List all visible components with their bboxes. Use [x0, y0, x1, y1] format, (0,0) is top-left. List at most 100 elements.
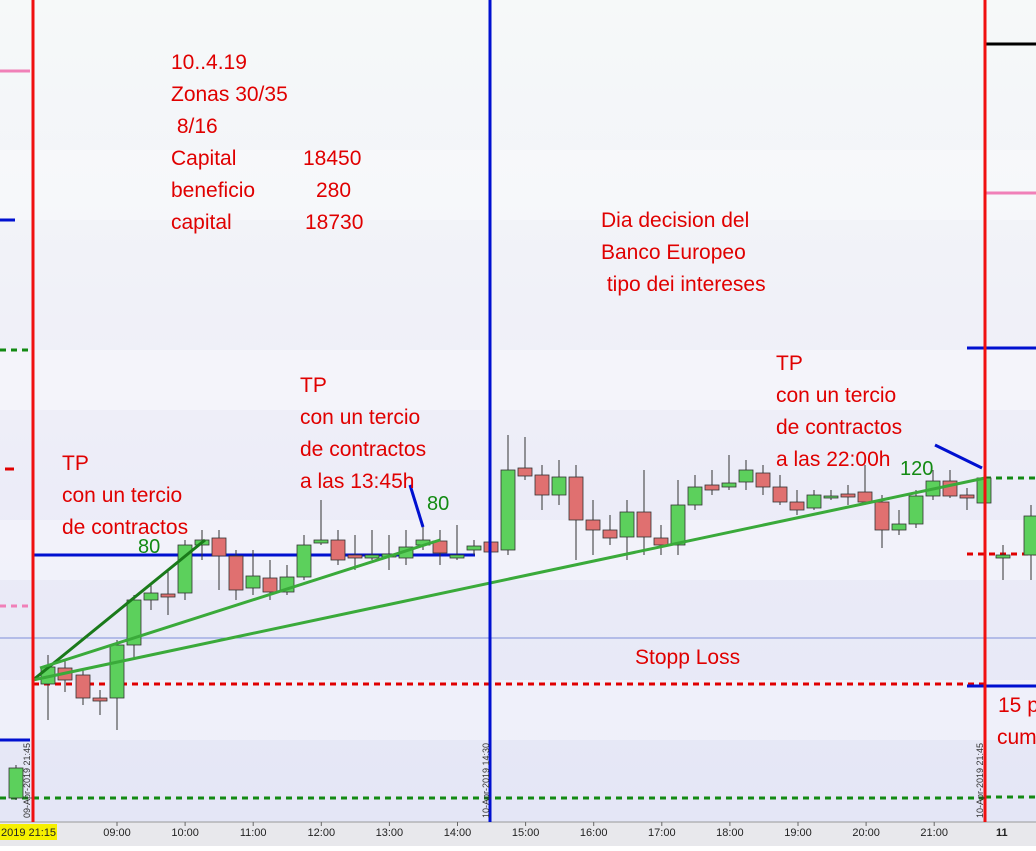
tp-note: TP con un tercio de contractos	[62, 452, 188, 539]
note: 10..4.19	[171, 51, 247, 74]
note: de contractos	[62, 516, 188, 539]
bands	[0, 150, 1036, 740]
candle-body	[262, 577, 278, 593]
candle-body	[755, 472, 771, 488]
candle-body	[92, 697, 108, 702]
x-tick-label: 15:00	[512, 827, 540, 839]
profit-label: 120	[900, 458, 933, 480]
candle-body	[840, 493, 856, 498]
x-axis-strip	[0, 822, 1036, 846]
tp-note: TP con un tercio de contractos a las 22:…	[776, 352, 902, 471]
note: tipo dei intereses	[601, 273, 766, 296]
candle-body	[296, 544, 312, 578]
x-tick-label: 11:00	[240, 827, 267, 839]
candle-body	[823, 495, 839, 499]
candle-body	[160, 593, 176, 598]
candle-body	[466, 545, 482, 551]
note: 8/16	[171, 115, 218, 138]
note: con un tercio	[776, 384, 896, 407]
x-tick-label: 09:00	[103, 827, 131, 839]
note: 15 p	[998, 694, 1036, 717]
session-mark: 09-Apr-2019 21:45	[22, 743, 32, 818]
note: Banco Europeo	[601, 241, 746, 264]
candle-body	[738, 469, 754, 483]
note: a las 22:00h	[776, 448, 890, 471]
candle-body	[551, 476, 567, 496]
candle-body	[8, 767, 24, 799]
candle-body	[245, 575, 261, 589]
candle-body	[687, 486, 703, 506]
candle-body	[330, 539, 346, 561]
current-time: 2019 21:15	[1, 827, 56, 839]
candle-body	[772, 486, 788, 503]
candle-body	[857, 491, 873, 503]
note-value: 280	[316, 179, 351, 202]
note: de contractos	[776, 416, 902, 439]
trend-lines	[32, 443, 986, 682]
candle-body	[636, 511, 652, 538]
note: Dia decision del	[601, 209, 749, 232]
candle-body	[670, 504, 686, 546]
note-value: 18450	[303, 147, 361, 170]
session-mark: 10-Apr-2019 14:30	[481, 743, 491, 818]
x-tick-label: 21:00	[920, 827, 948, 839]
x-tick-label: 20:00	[852, 827, 880, 839]
stop-loss-label: Stopp Loss	[635, 646, 740, 669]
candle-body	[806, 494, 822, 509]
profit-label: 80	[427, 493, 449, 515]
candle-body	[995, 554, 1011, 559]
x-tick-label: 19:00	[784, 827, 812, 839]
next-day-label: 11	[996, 827, 1008, 839]
candle-body	[75, 674, 91, 699]
tp-note: TP con un tercio de contractos a las 13:…	[300, 374, 426, 493]
candle-body	[177, 544, 193, 594]
candle-body	[789, 501, 805, 511]
candle-body	[347, 554, 363, 559]
note: Zonas 30/35	[171, 83, 288, 106]
candle-body	[211, 537, 227, 557]
x-tick-label: 12:00	[308, 827, 336, 839]
x-axis-labels: 09:00 10:00 11:00 12:00 13:00 14:00 15:00 16:00…	[103, 822, 948, 839]
candle-body	[313, 539, 329, 544]
candle-body	[891, 523, 907, 531]
current-time-box	[0, 824, 57, 840]
candle-body	[517, 467, 533, 477]
candle-body	[704, 484, 720, 491]
note: TP	[62, 452, 89, 475]
x-tick-label: 17:00	[648, 827, 676, 839]
candle-body	[602, 529, 618, 539]
candle-body	[143, 592, 159, 601]
candle-body	[568, 476, 584, 521]
note-label: Capital	[171, 147, 236, 170]
candle-body	[959, 494, 975, 499]
candle-body	[721, 482, 737, 488]
note-label: beneficio	[171, 179, 255, 202]
event-note: Dia decision del Banco Europeo tipo dei …	[601, 209, 766, 296]
candle-body	[534, 474, 550, 496]
x-tick-label: 13:00	[376, 827, 404, 839]
note: con un tercio	[300, 406, 420, 429]
candle-body	[500, 469, 516, 551]
note: cum	[997, 726, 1036, 749]
note: TP	[300, 374, 327, 397]
profit-label: 80	[138, 536, 160, 558]
candle-body	[653, 537, 669, 546]
note: de contractos	[300, 438, 426, 461]
session-lines	[31, 0, 987, 822]
candle-body	[109, 644, 125, 699]
x-tick-label: 10:00	[171, 827, 199, 839]
note-value: 18730	[305, 211, 363, 234]
notes: 10..4.19 Zonas 30/35 8/16 Capital 18450 …	[171, 51, 363, 234]
note: a las 13:45h	[300, 470, 414, 493]
x-tick-label: 14:00	[444, 827, 472, 839]
candle-body	[874, 501, 890, 531]
note: con un tercio	[62, 484, 182, 507]
candle-body	[228, 555, 244, 591]
candle-body	[126, 599, 142, 646]
note-label: capital	[171, 211, 232, 234]
session-mark: 10-Apr-2019 21:45	[975, 743, 985, 818]
x-tick-label: 18:00	[716, 827, 744, 839]
candle-body	[449, 554, 465, 559]
candle-body	[364, 554, 380, 559]
